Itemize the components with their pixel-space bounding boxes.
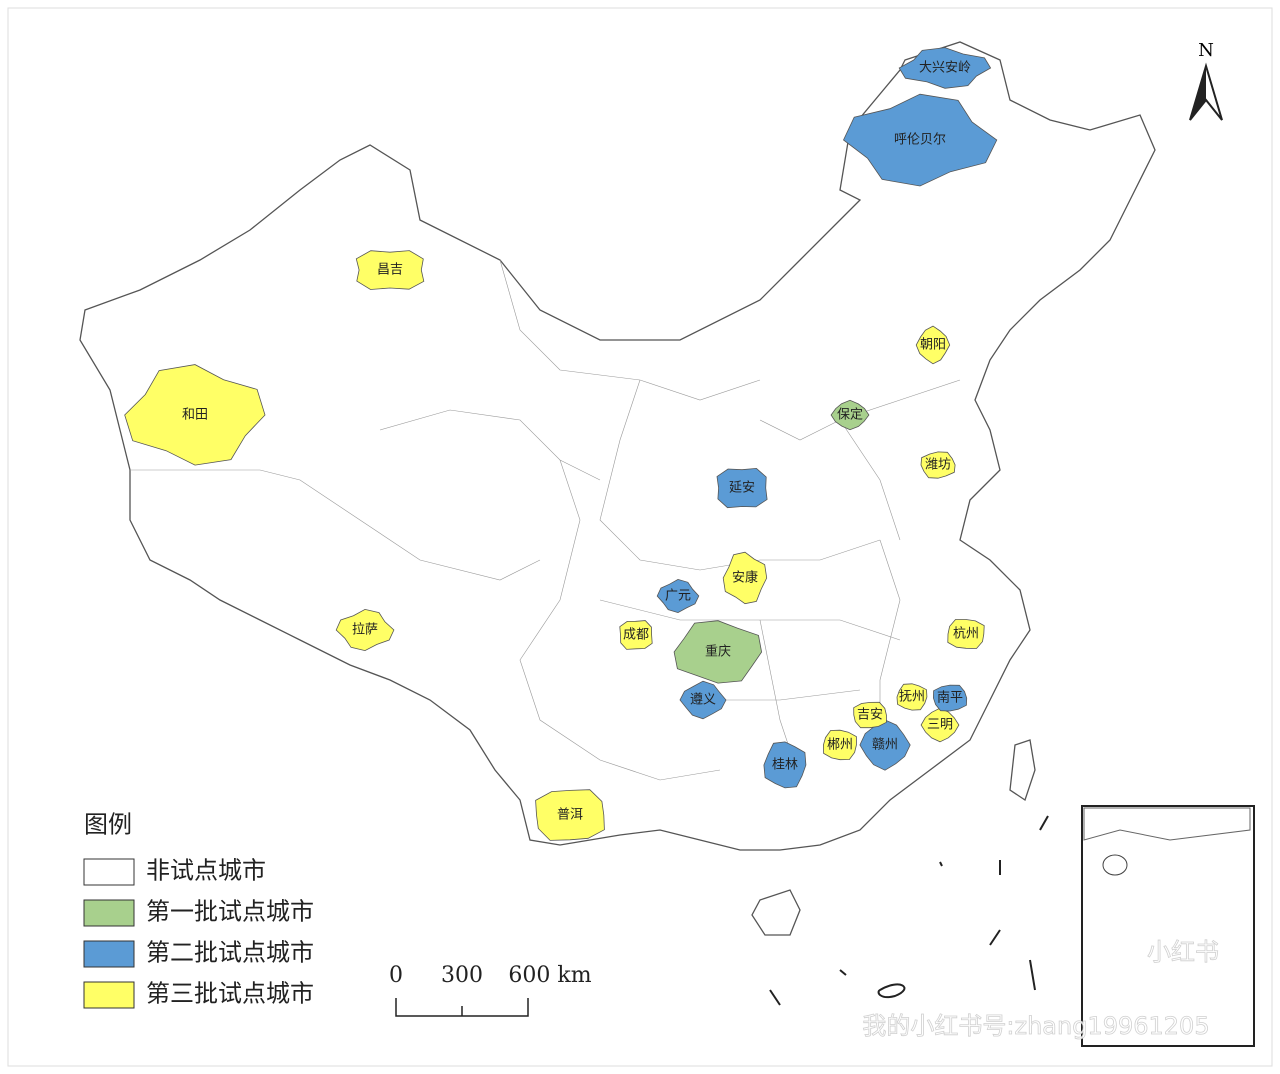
city-region: [656, 578, 700, 614]
city-label: 郴州: [827, 738, 853, 753]
city-label: 三明: [927, 718, 953, 733]
city-region: [335, 608, 395, 652]
city-region: [853, 701, 887, 729]
watermark-text: 我的小红书号:zhang19961205: [862, 1012, 1209, 1040]
scale-bar: 0 300 600 km: [389, 963, 592, 1017]
city-region: [673, 620, 763, 684]
scale-label: 600 km: [508, 963, 591, 988]
city-region: [716, 467, 768, 509]
city-label: 朝阳: [920, 338, 946, 353]
north-arrow: N: [1189, 40, 1223, 121]
city-label: 普洱: [557, 808, 583, 823]
city-region: [619, 620, 653, 650]
city-region: [124, 364, 266, 466]
city-region: [915, 325, 951, 365]
legend-title: 图例: [84, 811, 132, 839]
city-region: [859, 719, 911, 771]
city-label: 吉安: [857, 708, 883, 723]
legend-label: 第三批试点城市: [146, 980, 314, 1008]
scale-label: 0: [389, 963, 403, 988]
city-region: [898, 47, 992, 89]
city-label: 重庆: [705, 644, 731, 660]
legend-swatch: [83, 858, 135, 886]
regions: [124, 47, 998, 841]
city-label: 大兴安岭: [919, 61, 971, 76]
legend-swatch: [83, 940, 135, 968]
city-label: 和田: [182, 408, 208, 423]
scale-line: [395, 998, 529, 1017]
city-label: 延安: [729, 481, 755, 496]
frame: [7, 7, 1273, 1067]
city-label: 呼伦贝尔: [894, 133, 946, 148]
inset-frame: [1081, 805, 1255, 1047]
country-outline: [79, 41, 1156, 936]
city-region: [679, 680, 727, 720]
city-region: [355, 250, 425, 290]
legend-label: 第二批试点城市: [146, 939, 314, 967]
city-label: 抚州: [899, 690, 925, 705]
city-label: 赣州: [872, 738, 898, 753]
city-region: [896, 683, 928, 711]
city-label: 昌吉: [377, 263, 403, 278]
city-region: [920, 451, 956, 479]
city-region: [822, 729, 857, 761]
inset-coast: [1083, 807, 1251, 841]
city-region: [920, 707, 960, 743]
inset-island: [1102, 854, 1128, 876]
city-region: [830, 399, 870, 431]
islands: [769, 815, 1049, 1006]
city-region: [947, 619, 985, 649]
city-label: 潍坊: [925, 458, 951, 473]
city-label: 南平: [937, 690, 963, 706]
legend-swatch: [83, 981, 135, 1009]
north-label: N: [1198, 40, 1214, 61]
scale-label: 300: [441, 963, 483, 988]
watermark-logo: 小红书: [1147, 938, 1219, 966]
legend-label: 第一批试点城市: [146, 898, 314, 926]
city-label: 遵义: [690, 692, 716, 708]
inset: [1081, 805, 1255, 1047]
city-region: [722, 551, 768, 605]
city-region: [535, 789, 605, 841]
city-region: [932, 684, 968, 712]
city-region: [843, 93, 998, 187]
city-label: 桂林: [772, 758, 798, 773]
north-arrow-fill: [1190, 66, 1206, 120]
city-label: 拉萨: [352, 623, 378, 638]
city-label: 广元: [665, 589, 691, 604]
legend-label: 非试点城市: [146, 857, 266, 885]
legend-swatch: [83, 899, 135, 927]
city-label: 杭州: [953, 627, 979, 642]
city-label: 成都: [623, 628, 649, 643]
city-label: 安康: [732, 570, 758, 586]
city-region: [763, 741, 807, 789]
city-label: 保定: [837, 408, 863, 423]
